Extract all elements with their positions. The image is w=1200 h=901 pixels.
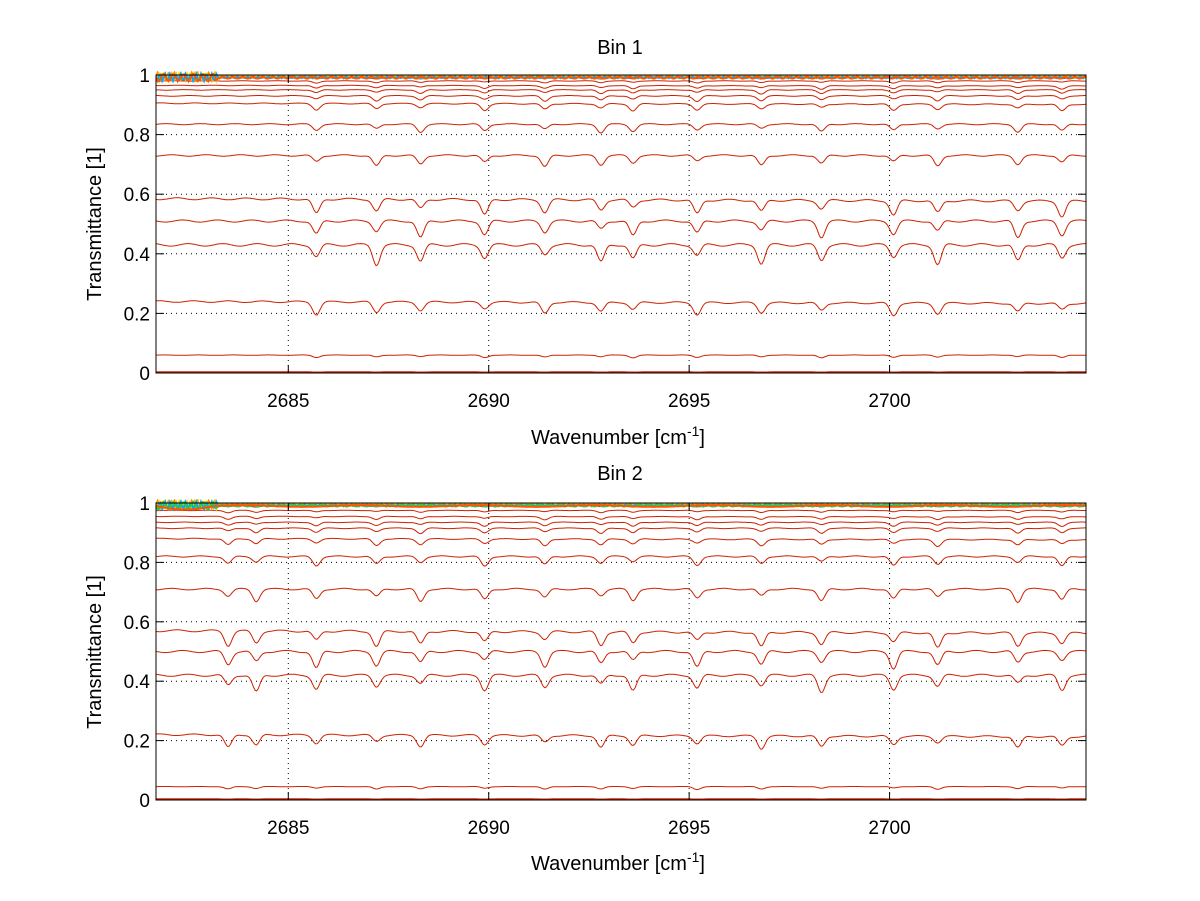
- y-tick-label: 0.2: [124, 732, 150, 753]
- x-axis-label-text: Wavenumber [cm: [531, 853, 687, 875]
- series-line: [156, 537, 1086, 548]
- x-axis-label-suffix: ]: [699, 427, 705, 449]
- x-tick-label: 2695: [668, 818, 710, 839]
- y-tick-label: 0.2: [124, 304, 150, 325]
- series-line: [156, 673, 1086, 694]
- series-line: [156, 733, 1086, 750]
- x-tick-label: 2690: [468, 391, 510, 412]
- y-tick-label: 0.6: [124, 185, 150, 206]
- x-tick-label: 2695: [668, 391, 710, 412]
- series-line: [156, 219, 1086, 239]
- series-line: [156, 786, 1086, 791]
- chart-title: Bin 2: [597, 463, 643, 485]
- y-axis-label: Transmittance [1]: [84, 575, 106, 729]
- series-group: [156, 71, 1086, 373]
- y-tick-label: 1: [139, 494, 150, 515]
- series-group: [156, 499, 1086, 800]
- series-line: [156, 80, 1086, 84]
- y-tick-label: 0.4: [124, 245, 151, 266]
- series-line: [156, 94, 1086, 103]
- axes-frame: [155, 74, 1087, 374]
- series-line: [156, 509, 1086, 514]
- series-line: [156, 89, 1086, 95]
- y-tick-label: 0: [139, 791, 150, 812]
- series-line: [156, 555, 1086, 567]
- y-axis-label: Transmittance [1]: [84, 147, 106, 301]
- series-line: [156, 371, 1086, 373]
- y-tick-label: 0.8: [124, 553, 150, 574]
- x-axis-label: Wavenumber [cm-1]: [531, 849, 705, 875]
- series-line: [156, 515, 1086, 521]
- x-tick-label: 2690: [468, 818, 510, 839]
- x-axis-label-superscript: -1: [687, 423, 700, 439]
- chart-panel-bin-1: Bin 1 2685 2690 2695 2700 0 0.2 0.4 0.6 0.8 1 Wav…: [84, 37, 1087, 449]
- series-line: [156, 527, 1086, 535]
- series-line: [156, 629, 1086, 648]
- series-line: [156, 587, 1086, 604]
- y-tick-label: 0.8: [124, 126, 150, 147]
- series-line: [156, 154, 1086, 167]
- x-tick-label: 2685: [267, 818, 309, 839]
- x-tick-label: 2700: [868, 391, 910, 412]
- x-tick-label: 2700: [868, 818, 910, 839]
- series-line: [156, 102, 1086, 112]
- x-axis-label-superscript: -1: [687, 849, 700, 865]
- plot-area: 2685 2690 2695 2700 0 0.2 0.4 0.6 0.8 1: [124, 494, 1087, 839]
- series-line: [156, 84, 1086, 90]
- x-axis-label-text: Wavenumber [cm: [531, 427, 687, 449]
- y-tick-label: 0: [139, 364, 150, 385]
- y-tick-label: 0.4: [124, 672, 151, 693]
- series-line: [156, 521, 1086, 527]
- x-axis-label: Wavenumber [cm-1]: [531, 423, 705, 449]
- series-line: [156, 300, 1086, 317]
- series-line: [156, 197, 1086, 218]
- series-line: [156, 798, 1086, 800]
- x-axis-label-suffix: ]: [699, 853, 705, 875]
- series-line: [156, 243, 1086, 267]
- series-line: [156, 354, 1086, 359]
- axes-frame: [155, 502, 1087, 801]
- series-line-top: [156, 504, 1086, 511]
- chart-panel-bin-2: Bin 2 2685 2690 2695 2700 0 0.2 0.4 0.6 0.8 1 Wav…: [84, 463, 1087, 875]
- series-line-top: [156, 72, 1086, 83]
- series-line: [156, 649, 1086, 670]
- series-line: [156, 123, 1086, 134]
- plot-area: 2685 2690 2695 2700 0 0.2 0.4 0.6 0.8 1: [124, 66, 1087, 412]
- chart-title: Bin 1: [597, 37, 643, 59]
- x-tick-label: 2685: [267, 391, 309, 412]
- y-tick-label: 0.6: [124, 613, 150, 634]
- y-tick-label: 1: [139, 66, 150, 87]
